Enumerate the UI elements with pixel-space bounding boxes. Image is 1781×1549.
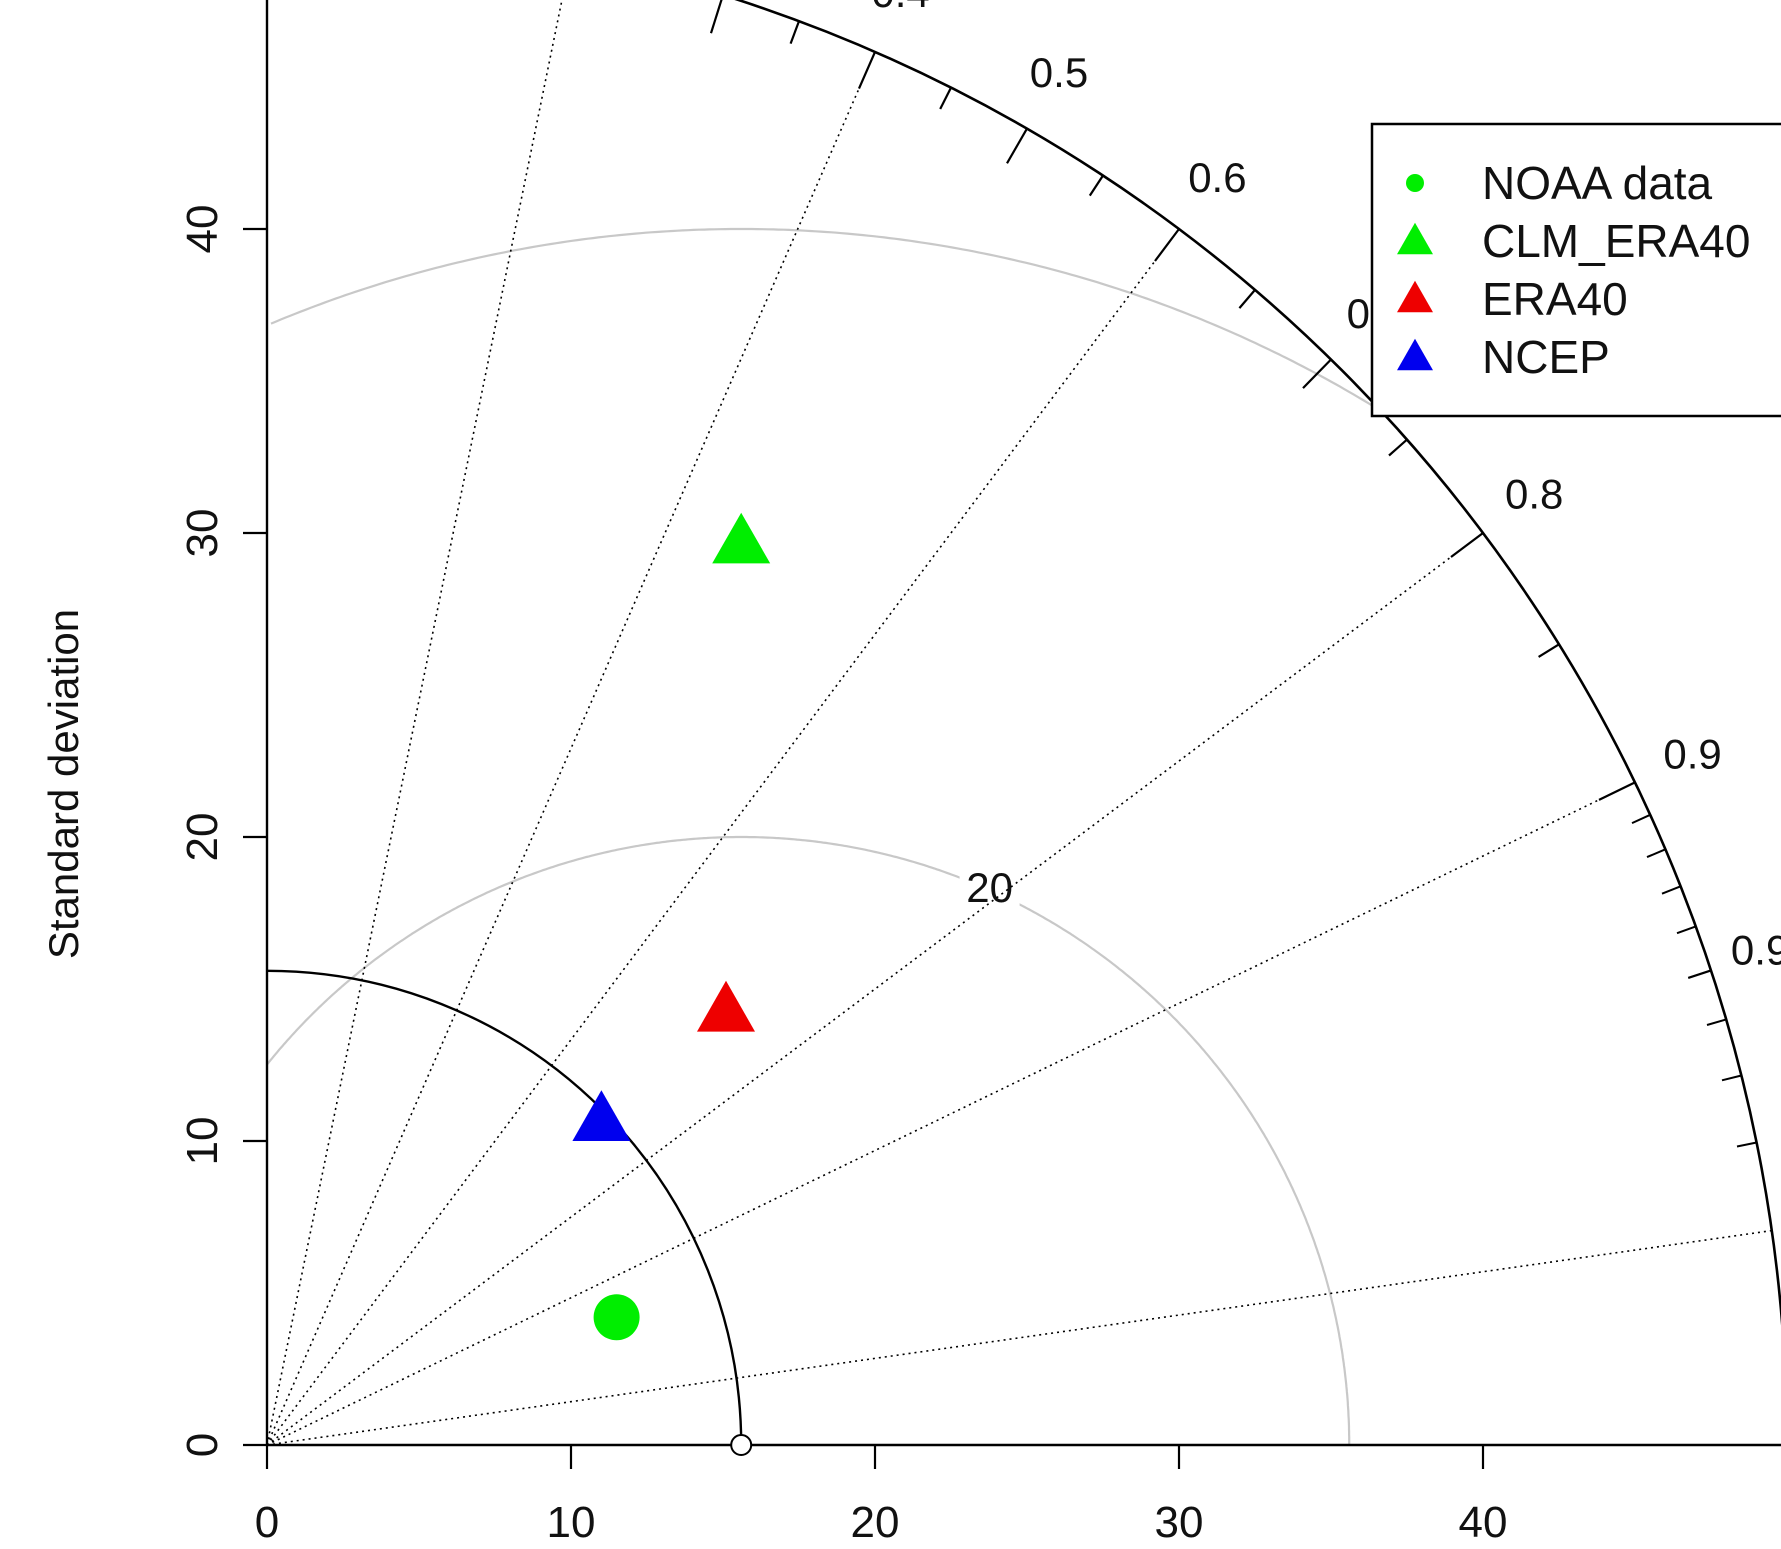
y-tick-label-0: 0 xyxy=(178,1433,227,1457)
arc-fine-tick-5 xyxy=(1721,1074,1742,1082)
arc-fine-tick-4 xyxy=(1706,1018,1727,1026)
correlation-line-4 xyxy=(266,781,1636,1446)
arc-tick-10 xyxy=(1006,128,1028,164)
correlation-label-3: 0.4 xyxy=(871,0,929,16)
y-tick-label-1: 10 xyxy=(178,1117,227,1166)
rms-contour-1 xyxy=(270,227,1378,410)
arc-tick-7 xyxy=(789,20,801,44)
rms-label-0: 20 xyxy=(966,864,1013,911)
legend-label-1: CLM_ERA40 xyxy=(1482,215,1750,267)
legend-marker-3 xyxy=(1397,338,1433,371)
arc-tick-16 xyxy=(1450,532,1484,558)
arc-tick-15 xyxy=(1388,438,1408,457)
y-tick-label-4: 40 xyxy=(178,205,227,254)
correlation-arc: 0.10.20.30.40.50.60.70.80.90.95 xyxy=(266,0,1781,1456)
arc-tick-8 xyxy=(857,51,877,90)
arc-tick-13 xyxy=(1238,289,1256,309)
legend: NOAA data CLM_ERA40 ERA40 NCEP xyxy=(1370,122,1781,418)
legend-marker-0 xyxy=(1406,174,1424,192)
legend-marker-2 xyxy=(1397,280,1433,313)
reference-point xyxy=(730,1434,753,1456)
correlation-line-1 xyxy=(266,51,876,1446)
correlation-label-9: 0.95 xyxy=(1731,926,1781,973)
y-tick-label-3: 30 xyxy=(178,509,227,558)
x-tick-label-3: 30 xyxy=(1155,1498,1204,1547)
rms-label-bg-0 xyxy=(959,862,1020,907)
y-axis-label: Standard deviation xyxy=(40,609,87,959)
arc-tick-11 xyxy=(1088,174,1104,197)
outer-arc xyxy=(734,0,1781,1327)
arc-tick-6 xyxy=(709,0,723,34)
arc-tick-18 xyxy=(1598,781,1636,801)
x-tick-label-1: 10 xyxy=(547,1498,596,1547)
arc-tick-14 xyxy=(1302,358,1332,389)
rms-contour-0 xyxy=(266,835,1351,1445)
correlation-line-0 xyxy=(266,0,563,1446)
legend-box xyxy=(1370,122,1781,418)
legend-label-3: NCEP xyxy=(1482,331,1610,383)
arc-fine-tick-6 xyxy=(1736,1141,1757,1148)
correlation-line-2 xyxy=(266,228,1180,1446)
rms-contours: 20 xyxy=(266,227,1378,1445)
correlation-label-4: 0.5 xyxy=(1030,49,1088,96)
arc-tick-19 xyxy=(1687,969,1712,979)
arc-fine-tick-2 xyxy=(1661,885,1681,895)
correlation-label-5: 0.6 xyxy=(1188,154,1246,201)
arc-fine-tick-0 xyxy=(1631,813,1651,825)
point-era40 xyxy=(697,980,755,1032)
correlation-label-8: 0.9 xyxy=(1663,731,1721,778)
data-points xyxy=(572,512,771,1341)
legend-label-2: ERA40 xyxy=(1482,273,1628,325)
arc-tick-9 xyxy=(939,87,952,110)
point-ncep xyxy=(572,1090,631,1141)
legend-marker-1 xyxy=(1397,222,1433,255)
correlation-line-3 xyxy=(266,532,1484,1446)
correlation-label-7: 0.8 xyxy=(1505,471,1563,518)
x-tick-label-2: 20 xyxy=(851,1498,900,1547)
x-tick-label-4: 40 xyxy=(1459,1498,1508,1547)
arc-fine-tick-1 xyxy=(1646,848,1666,859)
point-noaa-data xyxy=(593,1294,640,1341)
correlation-line-5 xyxy=(266,1229,1772,1446)
y-tick-label-2: 20 xyxy=(178,813,227,862)
arc-tick-12 xyxy=(1154,228,1180,262)
arc-tick-17 xyxy=(1538,643,1560,658)
reference-arc xyxy=(266,969,743,1446)
arc-fine-tick-3 xyxy=(1676,925,1697,935)
correlation-lines xyxy=(266,0,1772,1446)
point-clm-era40 xyxy=(712,512,771,564)
legend-label-0: NOAA data xyxy=(1482,157,1713,209)
x-tick-label-0: 0 xyxy=(255,1498,279,1547)
axes: 0 10 20 30 40 0 10 20 30 40 xyxy=(178,0,1781,1547)
